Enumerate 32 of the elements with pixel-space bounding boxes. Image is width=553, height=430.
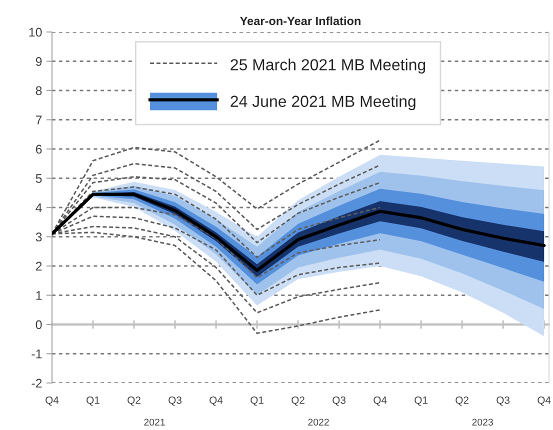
y-tick-label: 7 [36,116,42,124]
y-tick-label: 9 [36,57,42,66]
y-tick-label: 4 [36,203,42,212]
x-tick-label: Q2 [128,396,140,406]
x-tick-label: Q4 [46,396,59,406]
x-tick-label: Q3 [496,396,510,406]
x-tick-label: Q1 [250,396,264,406]
x-tick-label: Q2 [456,396,468,406]
x-tick-label: Q3 [168,396,182,406]
y-tick-label: 1 [36,291,42,300]
x-tick-label: Q2 [292,396,304,406]
x-tick-label: Q4 [210,396,223,406]
legend-label: 25 March 2021 MB Meeting [230,58,426,74]
x-tick-label: Q1 [414,396,428,406]
y-tick-label: -1 [32,350,42,358]
y-tick-label: 2 [36,262,42,271]
y-tick-label: 10 [29,28,42,37]
y-tick-label: 5 [36,174,42,183]
y-tick-label: -2 [32,378,42,388]
text: 2023 [472,418,493,426]
x-tick-label: Q4 [538,396,551,406]
y-tick-label: 3 [36,232,42,242]
y-tick-label: 0 [36,320,42,330]
chart-title: Year-on-Year Inflation [240,16,360,26]
y-tick-label: 6 [36,144,42,154]
legend-label: 24 June 2021 MB Meeting [230,95,416,110]
y-tick-label: 8 [36,86,42,96]
text: 2022 [308,418,329,426]
x-tick-label: Q1 [86,396,100,406]
text: 2021 [144,418,165,426]
x-tick-label: Q4 [374,396,387,406]
x-tick-label: Q3 [332,396,346,406]
